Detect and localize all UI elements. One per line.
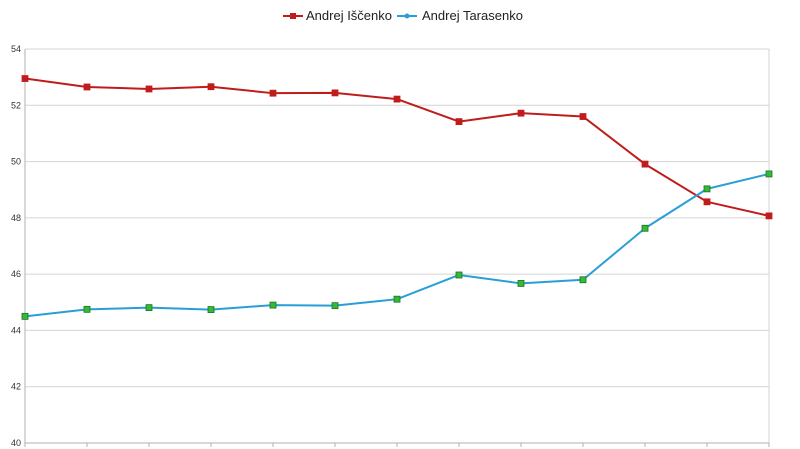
- data-point-1-4: [269, 301, 277, 309]
- series-0: [21, 75, 773, 220]
- legend-label-1: Andrej Tarasenko: [422, 8, 523, 23]
- y-axis-ticks: 40 42 44 46 48 50 52 54: [11, 44, 21, 448]
- data-point-1-2: [145, 304, 153, 312]
- series-1: [21, 170, 773, 320]
- legend-marker-0: [290, 13, 296, 19]
- data-point-0-5: [331, 89, 339, 97]
- data-point-0-12: [765, 212, 773, 220]
- gridlines: [25, 48, 769, 444]
- data-point-1-0: [21, 312, 29, 320]
- data-point-1-8: [517, 280, 525, 287]
- data-point-1-1: [83, 305, 91, 313]
- data-point-1-3: [207, 306, 215, 314]
- legend: Andrej Iščenko Andrej Tarasenko: [283, 8, 523, 23]
- data-point-0-11: [703, 198, 711, 206]
- data-point-0-6: [393, 95, 401, 103]
- y-tick-label-4: 48: [11, 213, 21, 223]
- legend-item-1: Andrej Tarasenko: [397, 8, 523, 23]
- y-tick-label-0: 40: [11, 438, 21, 448]
- data-point-1-9: [579, 276, 587, 284]
- y-tick-label-3: 46: [11, 269, 21, 279]
- data-point-0-10: [641, 160, 649, 168]
- data-point-0-8: [517, 109, 525, 117]
- y-tick-label-7: 54: [11, 44, 21, 54]
- x-axis-ticks: [24, 443, 770, 447]
- data-point-0-0: [21, 75, 29, 82]
- axes: [24, 49, 770, 444]
- data-point-0-1: [83, 83, 91, 91]
- legend-item-0: Andrej Iščenko: [283, 8, 392, 23]
- legend-marker-1: [404, 13, 410, 19]
- y-tick-label-5: 50: [11, 157, 21, 167]
- series-line-1: [24, 172, 770, 318]
- y-tick-label-1: 42: [11, 382, 21, 392]
- legend-label-0: Andrej Iščenko: [306, 8, 392, 23]
- data-point-1-11: [703, 185, 711, 193]
- data-point-0-7: [455, 118, 463, 126]
- y-tick-label-2: 44: [11, 325, 21, 335]
- data-point-1-7: [455, 271, 463, 279]
- data-point-1-6: [393, 295, 401, 303]
- data-point-0-9: [579, 113, 587, 120]
- data-point-1-10: [641, 224, 649, 232]
- data-point-0-2: [145, 85, 153, 93]
- data-point-0-4: [269, 89, 277, 97]
- y-tick-label-6: 52: [11, 100, 21, 110]
- series-layer: [21, 75, 773, 320]
- data-point-0-3: [207, 83, 215, 91]
- data-point-1-5: [331, 302, 339, 310]
- data-point-1-12: [765, 170, 773, 178]
